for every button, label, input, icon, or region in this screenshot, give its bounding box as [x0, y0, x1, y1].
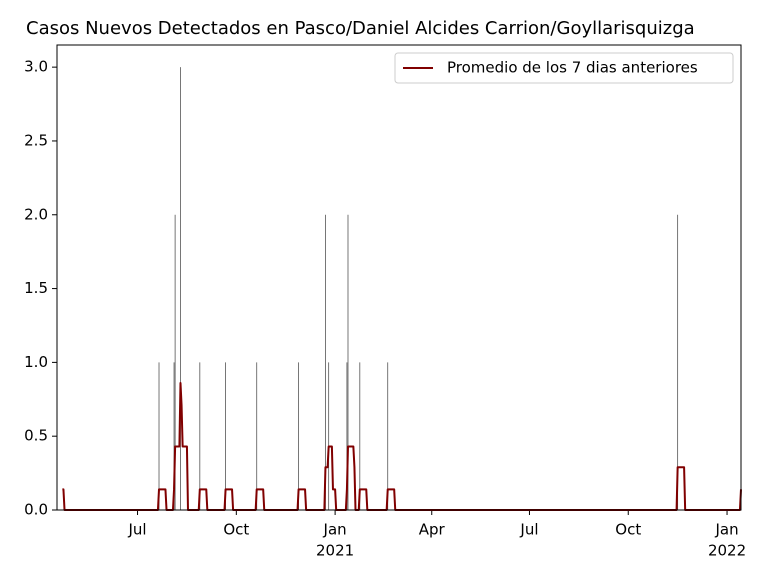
bar	[158, 362, 160, 510]
bar	[328, 362, 330, 510]
y-tick-label: 0.5	[24, 427, 48, 445]
bar	[180, 67, 181, 511]
chart-title: Casos Nuevos Detectados en Pasco/Daniel …	[26, 18, 695, 39]
x-tick-label: Jul	[519, 521, 538, 539]
x-tick-label: Oct	[615, 521, 641, 539]
bar	[199, 362, 201, 510]
bar	[298, 362, 300, 510]
bar	[677, 214, 679, 510]
legend-box	[394, 52, 734, 84]
bar	[347, 214, 349, 510]
y-tick-label: 2.0	[24, 205, 48, 223]
bar	[359, 362, 361, 510]
bar	[256, 362, 258, 510]
legend-label: Promedio de los 7 dias anteriores	[447, 59, 698, 77]
x-tick-label: Jan	[323, 521, 347, 539]
x-tick-label: Apr	[419, 521, 446, 539]
y-tick-label: 1.0	[24, 353, 48, 371]
bar	[325, 214, 326, 510]
bar	[387, 362, 389, 510]
y-tick-label: 3.0	[24, 58, 48, 76]
y-tick-label: 2.5	[24, 131, 48, 149]
y-tick-label: 1.5	[24, 279, 48, 297]
x-tick-year: 2022	[708, 542, 746, 560]
x-tick-year: 2021	[316, 542, 354, 560]
bar	[225, 362, 226, 510]
x-tick-label: Oct	[223, 521, 249, 539]
bar	[174, 214, 176, 510]
plot-frame	[56, 44, 742, 511]
line	[62, 382, 742, 511]
x-tick-label: Jul	[127, 521, 146, 539]
bar	[173, 362, 175, 510]
x-tick-label: Jan	[714, 521, 738, 539]
bar	[346, 362, 348, 510]
y-tick-label: 0.0	[24, 501, 48, 519]
